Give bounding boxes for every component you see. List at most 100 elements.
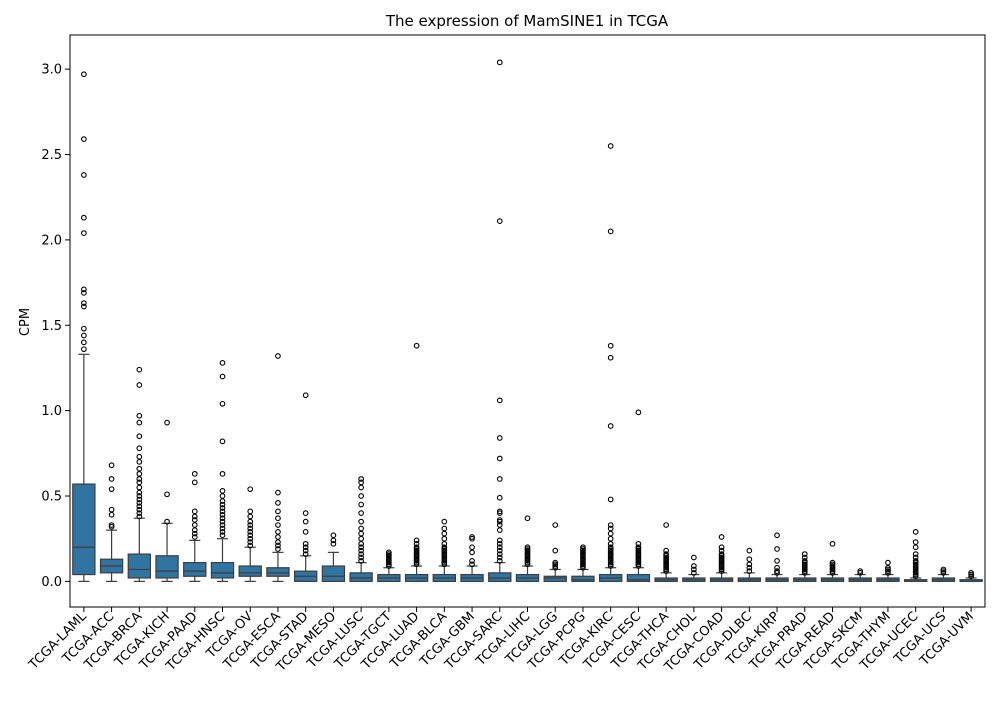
outlier-point: [524, 515, 531, 522]
outlier-point: [607, 354, 614, 361]
outlier-point: [691, 570, 697, 576]
outlier-point: [275, 515, 281, 522]
box: [626, 573, 651, 582]
outlier-point: [496, 547, 503, 554]
outlier-point: [136, 503, 143, 510]
outlier-point: [524, 544, 531, 551]
outlier-point: [829, 563, 836, 569]
outlier-point: [496, 537, 503, 544]
y-tick-label: 1.5: [41, 319, 62, 334]
outlier-point: [801, 554, 808, 561]
outlier-point: [247, 532, 254, 539]
outlier-point: [191, 534, 198, 540]
outlier-point: [136, 484, 143, 491]
outlier-point: [607, 143, 614, 149]
outlier-point: [136, 465, 143, 472]
y-tick-label: 2.5: [41, 148, 62, 163]
outlier-point: [247, 535, 254, 542]
outlier-point: [81, 71, 87, 78]
box: [349, 572, 373, 582]
outlier-point: [81, 136, 87, 143]
y-tick-label: 1.0: [41, 404, 62, 419]
outlier-point: [496, 508, 503, 515]
outlier-point: [219, 400, 226, 407]
outlier-point: [247, 522, 254, 528]
outlier-point: [580, 544, 586, 551]
box: [488, 572, 512, 582]
outlier-point: [191, 479, 198, 486]
outlier-point: [219, 359, 226, 366]
outlier-point: [441, 518, 448, 525]
outlier-point: [469, 558, 475, 564]
outlier-point: [219, 505, 226, 511]
outlier-point: [136, 479, 143, 486]
outlier-point: [718, 551, 725, 557]
outlier-point: [219, 518, 226, 525]
outlier-point: [663, 522, 669, 528]
outlier-point: [136, 493, 143, 499]
outlier-point: [607, 496, 614, 503]
outlier-point: [607, 535, 614, 542]
outlier-point: [912, 529, 919, 535]
outlier-point: [275, 546, 281, 552]
outlier-point: [191, 530, 198, 537]
outlier-point: [718, 544, 725, 551]
outlier-point: [247, 529, 254, 535]
outlier-point: [552, 559, 559, 566]
outlier-point: [330, 540, 337, 547]
outlier-point: [358, 551, 364, 557]
outlier-point: [108, 522, 115, 528]
outlier-point: [358, 547, 364, 554]
outlier-point: [302, 544, 309, 551]
outlier-point: [81, 214, 87, 221]
outlier-point: [912, 544, 919, 551]
outlier-point: [774, 568, 780, 574]
y-tick-label: 2.0: [41, 233, 62, 248]
outlier-point: [663, 551, 669, 557]
outlier-point: [247, 513, 254, 520]
outlier-point: [219, 522, 226, 528]
outlier-point: [607, 530, 614, 537]
outlier-point: [358, 493, 364, 499]
outlier-point: [496, 476, 503, 482]
outlier-point: [386, 549, 392, 556]
outlier-point: [386, 551, 392, 557]
outlier-point: [552, 563, 559, 569]
outlier-point: [247, 525, 254, 532]
outlier-point: [164, 419, 170, 426]
outlier-point: [386, 552, 392, 559]
axes-frame: [69, 34, 986, 608]
outlier-point: [219, 515, 226, 522]
outlier-point: [940, 570, 947, 576]
outlier-point: [219, 438, 226, 445]
outlier-point: [108, 511, 115, 518]
outlier-point: [219, 511, 226, 518]
outlier-point: [81, 230, 87, 236]
outlier-point: [774, 546, 780, 552]
outlier-point: [219, 508, 226, 515]
outlier-point: [774, 532, 780, 539]
outlier-point: [81, 346, 87, 353]
box: [543, 575, 567, 582]
box: [155, 555, 179, 579]
outlier-point: [746, 568, 753, 574]
box: [321, 565, 346, 582]
outlier-point: [136, 506, 143, 513]
box: [127, 553, 152, 579]
outlier-point: [219, 529, 226, 535]
outlier-point: [829, 559, 836, 566]
outlier-point: [635, 544, 642, 551]
outlier-point: [164, 491, 170, 498]
outlier-point: [441, 544, 448, 551]
outlier-point: [691, 566, 697, 573]
outlier-point: [302, 547, 309, 554]
outlier-point: [136, 496, 143, 503]
outlier-point: [552, 561, 559, 568]
outlier-point: [302, 540, 309, 547]
outlier-point: [219, 532, 226, 539]
outlier-point: [496, 455, 503, 462]
outlier-point: [413, 547, 420, 554]
outlier-point: [663, 554, 669, 561]
outlier-point: [774, 558, 780, 564]
